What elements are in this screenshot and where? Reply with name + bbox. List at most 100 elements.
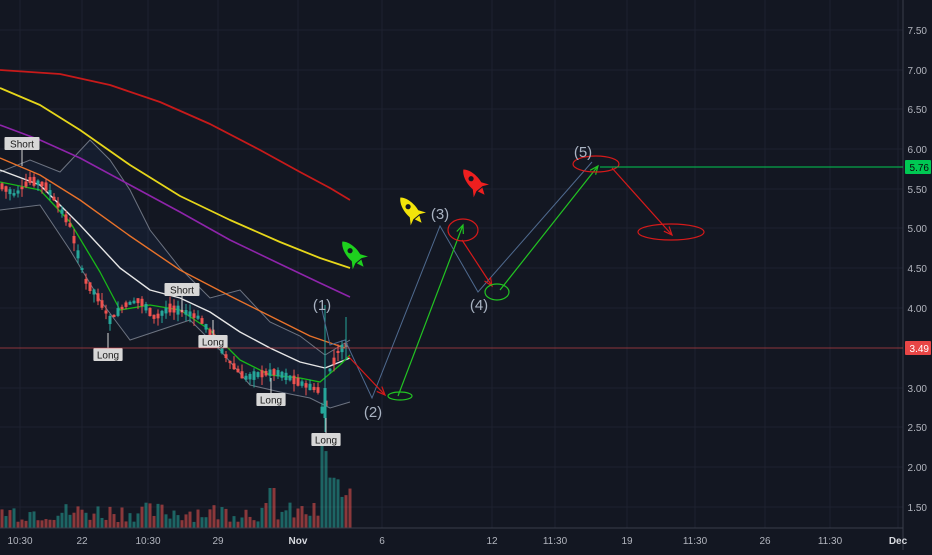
price-tick-label: 4.50 <box>908 264 928 275</box>
candle-body <box>40 181 44 187</box>
candle-body <box>240 371 244 379</box>
candle-body <box>244 375 248 380</box>
time-tick-label: 6 <box>379 536 385 547</box>
volume-bar <box>344 495 348 528</box>
volume-bar <box>256 521 260 528</box>
volume-bar <box>124 521 128 528</box>
ema-yellow-line <box>0 87 351 269</box>
candle-body <box>248 373 252 380</box>
candle-body <box>152 314 156 319</box>
ema-orange-line <box>0 157 346 349</box>
green-arrow-head <box>456 223 464 235</box>
wave-label: (3) <box>431 206 449 223</box>
volume-bar <box>104 519 108 528</box>
volume-bar <box>208 509 212 528</box>
volume-bar <box>144 502 148 528</box>
candle-body <box>24 181 28 187</box>
candle-body <box>68 223 72 227</box>
time-tick-label: 26 <box>759 536 771 547</box>
wave-target-ellipse <box>484 283 510 301</box>
trade-label-box <box>198 335 228 348</box>
price-tick-label: 7.50 <box>908 26 928 37</box>
volume-bar <box>36 520 40 528</box>
candle-body <box>72 235 76 244</box>
candle-body <box>272 369 276 376</box>
candle-body <box>323 388 327 418</box>
trade-label-box <box>4 137 40 150</box>
rocket-flame <box>477 187 485 195</box>
volume-bar <box>176 515 180 528</box>
moving-average-lines <box>0 69 351 383</box>
volume-bar <box>180 520 184 528</box>
volume-bar <box>220 507 224 528</box>
time-tick-label: 10:30 <box>135 536 160 547</box>
volume-bar <box>276 519 280 528</box>
volume-bar <box>112 514 116 528</box>
price-tick-label: 1.50 <box>908 503 928 514</box>
volume-bar <box>200 517 204 528</box>
candle-body <box>256 372 260 377</box>
volume-bar <box>324 451 328 528</box>
candle-body <box>96 293 100 302</box>
volume-bar <box>80 509 84 528</box>
band-fill <box>0 140 350 408</box>
candle-body <box>232 363 236 370</box>
time-tick-label: 11:30 <box>818 536 843 547</box>
candle-body <box>284 372 288 381</box>
trade-label-text: Long <box>202 338 224 349</box>
volume-bar <box>168 518 172 528</box>
time-axis[interactable]: 10:30 22 10:30 29 Nov 6 12 11:30 19 11:30 26 11:30 D… <box>0 527 908 547</box>
candle-body <box>132 300 136 304</box>
volume-bars <box>0 438 352 528</box>
wave-label: (4) <box>470 297 488 314</box>
rocket-fin <box>351 258 356 270</box>
volume-bar <box>340 496 344 528</box>
volume-bar <box>240 517 244 528</box>
volume-bar <box>184 514 188 528</box>
volume-bar <box>100 517 104 528</box>
volume-bar <box>52 519 56 528</box>
volume-bar <box>300 506 304 528</box>
candle-body <box>296 377 300 386</box>
volume-bar <box>188 511 192 528</box>
candle-body <box>80 267 84 271</box>
trade-label-text: Short <box>170 286 194 297</box>
price-tick-label: 5.50 <box>908 185 928 196</box>
candle-body <box>16 190 20 194</box>
volume-bar <box>152 515 156 528</box>
price-axis-panel <box>903 0 932 550</box>
candle-body <box>44 182 48 191</box>
candle-body <box>88 282 92 292</box>
volume-bar <box>24 520 28 528</box>
candle-body <box>4 186 8 192</box>
candle-body <box>288 375 292 381</box>
time-tick-label: 29 <box>212 536 224 547</box>
candle-body <box>64 214 68 223</box>
red-arrow-head <box>663 226 674 237</box>
volume-bar <box>212 505 216 528</box>
wave-label: (1) <box>313 297 331 314</box>
candle-body <box>308 383 312 391</box>
wave-target-ellipse <box>447 218 479 242</box>
candle-body <box>144 303 148 311</box>
candle-body <box>112 314 116 318</box>
volume-bar <box>128 513 132 528</box>
candle-body <box>268 369 272 376</box>
price-tick-label: 5.00 <box>908 224 928 235</box>
rocket-window <box>405 204 411 210</box>
volume-bar <box>232 516 236 528</box>
wave-target-ellipse <box>637 223 705 241</box>
volume-bar <box>228 521 232 528</box>
volume-bar <box>72 512 76 528</box>
volume-bar <box>28 512 32 528</box>
volume-bar <box>12 508 16 528</box>
volume-bar <box>260 507 264 528</box>
elliott-wave-projection: (1) (2) (3) (4) (5) <box>313 144 705 421</box>
volume-bar <box>16 521 20 528</box>
ema-purple-line <box>0 124 351 298</box>
volume-bar <box>288 502 292 528</box>
